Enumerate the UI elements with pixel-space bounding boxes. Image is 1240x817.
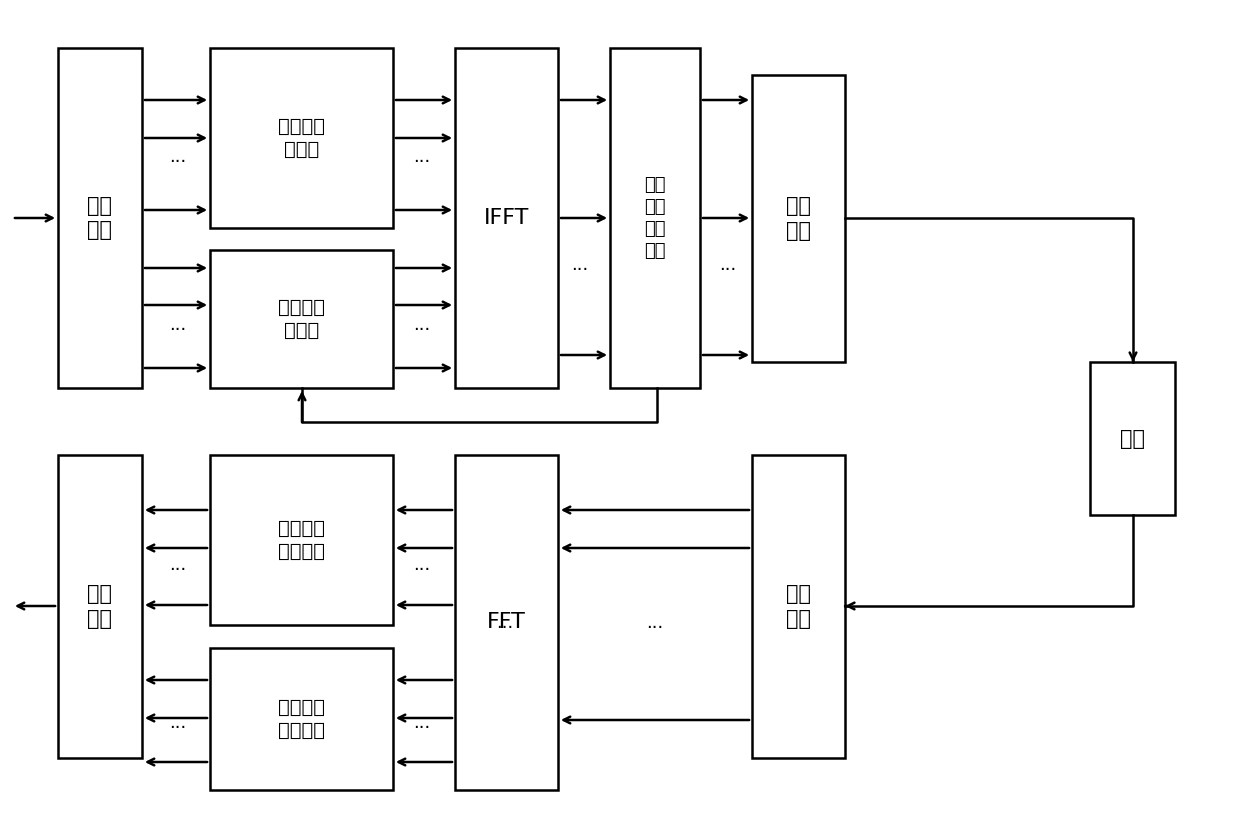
Bar xyxy=(58,48,143,388)
Text: ···: ··· xyxy=(646,619,663,637)
Text: 四维信号
映射器: 四维信号 映射器 xyxy=(278,297,325,340)
Text: ···: ··· xyxy=(413,321,430,339)
Text: ···: ··· xyxy=(413,719,430,737)
Text: 并串
转换: 并串 转换 xyxy=(88,584,113,629)
Text: FFT: FFT xyxy=(487,613,526,632)
Text: ···: ··· xyxy=(496,619,513,637)
Bar xyxy=(210,455,393,625)
Text: 信道: 信道 xyxy=(1120,428,1145,449)
Text: ···: ··· xyxy=(413,153,430,171)
Bar xyxy=(751,75,844,362)
Text: 四维信号
解映射器: 四维信号 解映射器 xyxy=(278,698,325,740)
Text: ···: ··· xyxy=(413,561,430,579)
Bar xyxy=(58,455,143,758)
Text: 串并
转换: 串并 转换 xyxy=(786,584,811,629)
Text: IFFT: IFFT xyxy=(484,208,529,228)
Bar xyxy=(610,48,701,388)
Text: 串并
转换: 串并 转换 xyxy=(88,195,113,240)
Text: 二维信号
映射器: 二维信号 映射器 xyxy=(278,117,325,159)
Text: ···: ··· xyxy=(170,561,187,579)
Text: ···: ··· xyxy=(170,719,187,737)
Text: 峰均
功率
比比
较器: 峰均 功率 比比 较器 xyxy=(645,176,666,261)
Bar xyxy=(210,250,393,388)
Text: 二维信号
解映射器: 二维信号 解映射器 xyxy=(278,519,325,561)
Bar xyxy=(1090,362,1176,515)
Bar xyxy=(455,455,558,790)
Text: 并串
转换: 并串 转换 xyxy=(786,196,811,241)
Bar xyxy=(210,648,393,790)
Text: ···: ··· xyxy=(170,321,187,339)
Bar xyxy=(210,48,393,228)
Bar xyxy=(751,455,844,758)
Text: ···: ··· xyxy=(170,153,187,171)
Text: ···: ··· xyxy=(719,261,737,279)
Bar xyxy=(455,48,558,388)
Text: ···: ··· xyxy=(572,261,589,279)
